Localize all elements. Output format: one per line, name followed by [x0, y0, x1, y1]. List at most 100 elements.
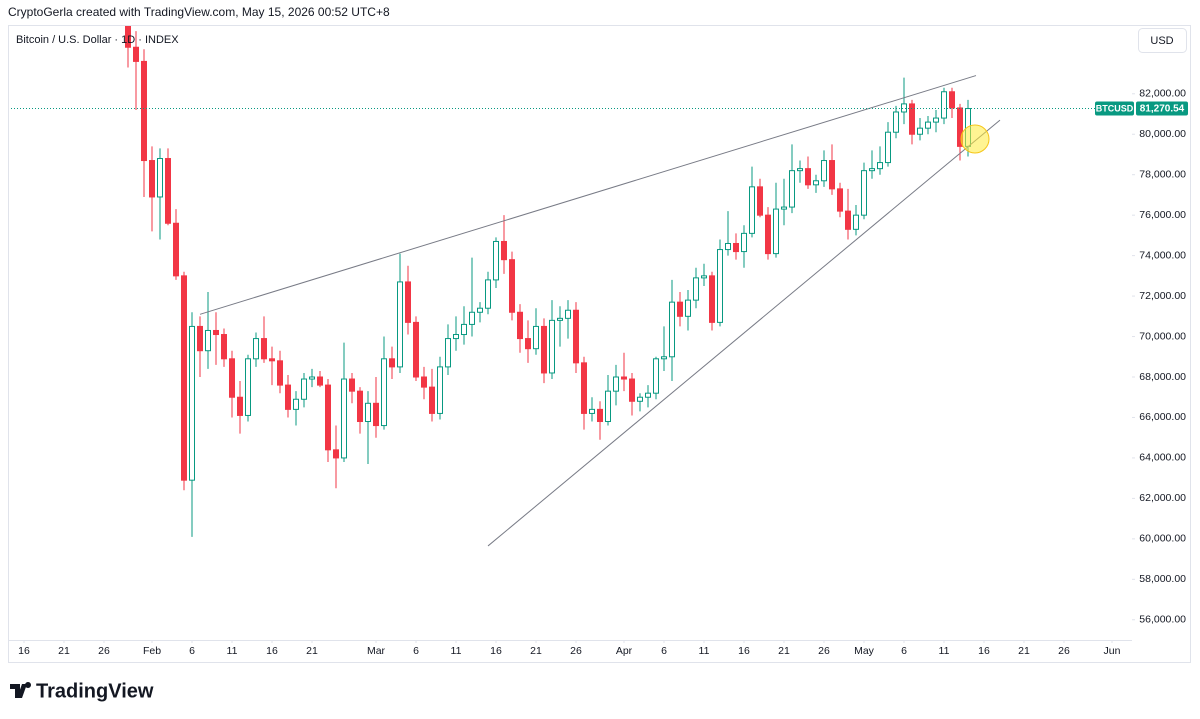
candle-body: [613, 376, 619, 392]
x-tick-label: 6: [661, 645, 667, 657]
x-tick-label: Apr: [616, 645, 633, 657]
candle-body: [805, 168, 811, 186]
candle-body: [405, 281, 411, 323]
currency-button[interactable]: [1138, 28, 1187, 53]
candle-body: [717, 249, 723, 323]
candle-body: [813, 180, 819, 186]
x-tick-label: 11: [699, 645, 710, 657]
candle-body: [197, 325, 203, 352]
candle-body: [685, 299, 691, 317]
candle-body: [661, 356, 667, 360]
candle-body: [877, 162, 883, 170]
candle-body: [501, 240, 507, 261]
symbol-tag-text: BTCUSD: [1096, 103, 1134, 113]
trendline: [199, 75, 977, 315]
candle-body: [789, 170, 795, 208]
x-tick-label: 11: [939, 645, 950, 657]
candle-body: [645, 392, 651, 398]
last-price-tag: [1136, 101, 1188, 116]
candle-body: [949, 91, 955, 109]
candle-body: [181, 275, 187, 481]
y-tick-label: 72,000.00: [1139, 290, 1186, 302]
candle-body: [349, 378, 355, 392]
y-tick-label: 76,000.00: [1139, 209, 1186, 221]
candle-body: [469, 311, 475, 325]
candle-body: [229, 358, 235, 398]
candle-body: [925, 121, 931, 129]
x-tick-label: Jun: [1104, 645, 1121, 657]
candle-body: [413, 321, 419, 378]
candle-body: [693, 277, 699, 301]
candle-body: [333, 449, 339, 459]
candle-body: [797, 168, 803, 172]
x-tick-label: May: [854, 645, 875, 657]
candle-body: [933, 117, 939, 123]
candle-body: [373, 402, 379, 427]
candle-body: [837, 188, 843, 212]
candle-body: [173, 222, 179, 277]
candle-body: [221, 334, 227, 360]
candle-body: [773, 208, 779, 255]
y-tick-label: 56,000.00: [1139, 614, 1186, 626]
candle-body: [901, 103, 907, 113]
candle-body: [725, 242, 731, 251]
candle-body: [621, 376, 627, 380]
candle-body: [765, 214, 771, 255]
candle-body: [285, 384, 291, 410]
x-tick-label: 16: [18, 645, 30, 657]
candle-body: [669, 301, 675, 358]
candle-body: [781, 206, 787, 210]
candle-body: [125, 26, 131, 48]
candle-body: [677, 301, 683, 317]
y-tick-label: 62,000.00: [1139, 492, 1186, 504]
candle-body: [597, 408, 603, 423]
candle-body: [861, 170, 867, 216]
candle-body: [573, 309, 579, 364]
x-tick-label: 26: [570, 645, 582, 657]
candle-body: [533, 325, 539, 350]
candle-body: [141, 60, 147, 162]
candle-body: [701, 275, 707, 279]
candle-body: [733, 242, 739, 253]
candle-body: [829, 160, 835, 190]
candle-body: [157, 158, 163, 198]
candle-body: [477, 307, 483, 313]
y-tick-label: 74,000.00: [1139, 249, 1186, 261]
candle-body: [589, 408, 595, 414]
candle-body: [389, 358, 395, 368]
candle-body: [869, 168, 875, 172]
x-tick-label: 6: [901, 645, 907, 657]
candle-body: [277, 360, 283, 386]
candle-body: [213, 329, 219, 336]
candle-body: [453, 334, 459, 340]
logo-text: TradingView: [36, 680, 154, 702]
last-price-label: 81,270.54: [1140, 104, 1185, 115]
y-tick-label: 80,000.00: [1139, 128, 1186, 140]
candle-body: [357, 390, 363, 423]
chart-title: Bitcoin / U.S. Dollar · 1D · INDEX: [16, 34, 179, 46]
candle-body: [709, 275, 715, 323]
attribution: CryptoGerla created with TradingView.com…: [8, 5, 390, 19]
candle-body: [133, 46, 139, 62]
candle-body: [629, 378, 635, 402]
y-tick-label: 58,000.00: [1139, 573, 1186, 585]
x-tick-label: 11: [451, 645, 462, 657]
plot-area: [9, 26, 1132, 547]
candle-body: [741, 232, 747, 253]
candle-body: [365, 402, 371, 423]
x-tick-label: 16: [738, 645, 750, 657]
y-tick-label: 82,000.00: [1139, 88, 1186, 100]
candle-body: [485, 279, 491, 309]
candle-body: [205, 329, 211, 352]
currency-label[interactable]: USD: [1150, 35, 1173, 47]
tradingview-logo: TradingView: [10, 680, 154, 702]
y-tick-label: 78,000.00: [1139, 168, 1186, 180]
candle-body: [637, 396, 643, 402]
candle-body: [917, 127, 923, 135]
candle-body: [749, 186, 755, 234]
x-tick-label: 21: [778, 645, 790, 657]
symbol-tag: [1095, 101, 1134, 116]
x-tick-label: 21: [530, 645, 542, 657]
candle-body: [653, 358, 659, 394]
